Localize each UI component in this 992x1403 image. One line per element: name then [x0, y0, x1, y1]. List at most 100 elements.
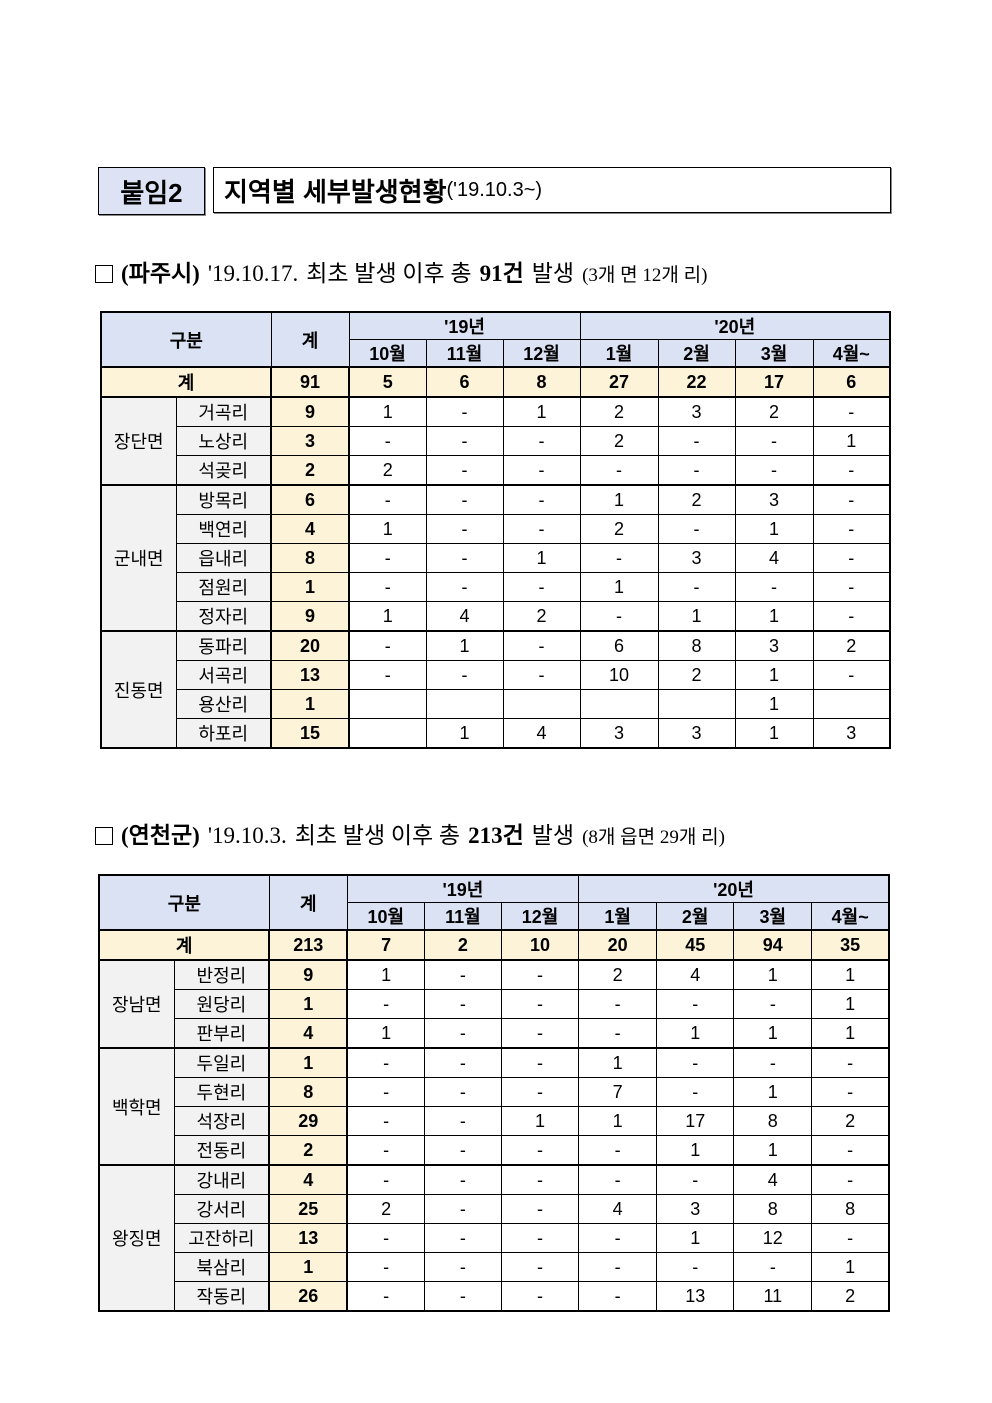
month-value: -	[500, 1077, 580, 1107]
village-total: 26	[268, 1281, 348, 1312]
month-value: 1	[657, 601, 736, 632]
village-total: 2	[270, 455, 350, 486]
month-value: -	[811, 1164, 890, 1195]
header-category: 구분	[98, 874, 270, 931]
month-total: 2	[423, 929, 502, 961]
month-value: -	[423, 1047, 502, 1078]
total-row: 계 91 5 6 8 27 22 17 6	[100, 366, 891, 398]
month-value: 2	[579, 514, 659, 544]
header-month: 2월	[657, 339, 736, 368]
header-month: 3월	[733, 902, 813, 931]
month-value: 1	[812, 426, 891, 456]
header-month: 1월	[579, 339, 659, 368]
month-value: 3	[734, 630, 814, 661]
month-value: 3	[657, 718, 736, 749]
village-name: 백연리	[175, 514, 272, 544]
district-name: 왕징면	[98, 1164, 175, 1312]
table-row: 작동리 26- - - -13 11 2	[99, 1281, 890, 1312]
header-category: 구분	[100, 311, 272, 368]
table-row: 판부리 4 1- - -1 1 1	[99, 1018, 890, 1049]
month-value: 1	[425, 718, 504, 749]
month-value: 8	[657, 630, 736, 661]
district-name: 장남면	[98, 959, 175, 1049]
month-value: 7	[578, 1077, 658, 1107]
month-value: -	[579, 601, 659, 632]
month-value	[502, 689, 581, 719]
header-year: '19년	[348, 311, 581, 340]
month-value: -	[348, 484, 427, 515]
month-value: -	[502, 572, 581, 602]
month-value: 8	[811, 1194, 890, 1224]
month-value: -	[425, 572, 504, 602]
village-total: 13	[268, 1223, 348, 1253]
month-value: -	[425, 543, 504, 573]
village-total: 13	[270, 660, 350, 690]
month-value: 2	[657, 660, 736, 690]
table-row: 서곡리 13- - -10 2 1-	[101, 660, 891, 690]
header-months-row: 10월 11월 12월 1월 2월 3월 4월~	[101, 339, 891, 368]
district-name: 진동면	[100, 630, 177, 749]
village-name: 석곶리	[175, 455, 272, 486]
month-value: -	[656, 1047, 735, 1078]
village-total: 1	[268, 989, 348, 1019]
month-value: 4	[733, 1164, 813, 1195]
month-value: -	[346, 1164, 425, 1195]
village-total: 2	[268, 1135, 348, 1166]
month-value: 3	[579, 718, 659, 749]
month-value	[348, 718, 427, 749]
month-value: -	[423, 1281, 502, 1312]
month-value: 1	[733, 959, 813, 990]
grand-total: 213	[268, 929, 348, 961]
month-value: -	[734, 426, 814, 456]
checkbox-square-icon	[95, 827, 113, 845]
header-month: 3월	[734, 339, 814, 368]
village-name: 용산리	[175, 689, 272, 719]
village-total: 25	[268, 1194, 348, 1224]
month-total: 35	[811, 929, 890, 961]
village-total: 3	[270, 426, 350, 456]
month-value	[812, 689, 891, 719]
village-name: 작동리	[173, 1281, 270, 1312]
header-month: 10월	[346, 902, 425, 931]
month-value: 1	[656, 1135, 735, 1166]
table-row: 원당리 1- - - - - -1	[99, 989, 890, 1019]
village-total: 1	[268, 1252, 348, 1282]
table-row: 강서리 25 2- -4 3 8 8	[99, 1194, 890, 1224]
month-value: -	[425, 660, 504, 690]
month-value: -	[425, 396, 504, 427]
section-heading-yeoncheon: (연천군) '19.10.3. 최초 발생 이후 총 213건 발생 (8개 읍면…	[95, 816, 725, 850]
month-value: 1	[346, 959, 425, 990]
month-value: -	[811, 1077, 890, 1107]
table-row: 읍내리 8- -1-3 4-	[101, 543, 891, 573]
month-value: -	[502, 660, 581, 690]
month-total: 6	[812, 366, 891, 398]
header-month: 10월	[348, 339, 427, 368]
table-row: 석장리 29- -1 1 17 8 2	[99, 1106, 890, 1136]
header-total: 계	[268, 874, 348, 931]
month-value: -	[425, 426, 504, 456]
month-value: -	[500, 1135, 580, 1166]
month-value: -	[812, 543, 891, 573]
month-total: 20	[578, 929, 658, 961]
month-value: 1	[733, 1077, 813, 1107]
case-count: 213건	[468, 823, 524, 848]
village-total: 9	[270, 396, 350, 427]
month-value: 3	[812, 718, 891, 749]
month-value: -	[425, 484, 504, 515]
attachment-label: 붙임2	[98, 167, 205, 215]
month-value: -	[348, 630, 427, 661]
month-value: 8	[733, 1106, 813, 1136]
header-month: 4월~	[811, 902, 890, 931]
month-value: 1	[734, 689, 814, 719]
village-name: 하포리	[175, 718, 272, 749]
total-label: 계	[98, 929, 270, 961]
village-total: 4	[268, 1018, 348, 1049]
month-value: -	[734, 455, 814, 486]
month-value: 8	[733, 1194, 813, 1224]
month-value: 1	[734, 601, 814, 632]
month-value: 1	[734, 718, 814, 749]
area-count: (8개 읍면 29개 리)	[582, 827, 725, 848]
month-value: 1	[733, 1018, 813, 1049]
paju-table: 구분 계 '19년 '20년 10월 11월 12월 1월 2월 3월 4월~ 계 91 5 6 8 27 22 1…	[100, 311, 892, 749]
month-value: 4	[502, 718, 581, 749]
